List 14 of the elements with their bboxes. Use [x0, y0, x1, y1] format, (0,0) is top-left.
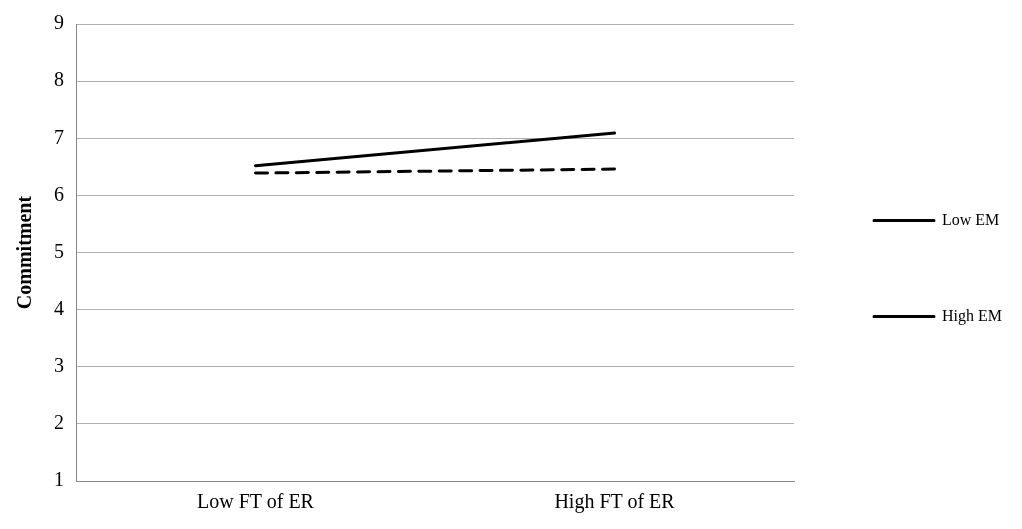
- legend-label: Low EM: [942, 210, 1000, 228]
- y-tick-label: 5: [54, 239, 64, 262]
- y-tick-label: 9: [54, 11, 64, 34]
- x-tick-label: Low FT of ER: [197, 490, 315, 513]
- y-tick-label: 1: [54, 468, 64, 491]
- x-tick-label: High FT of ER: [554, 490, 676, 514]
- y-tick-label: 7: [54, 125, 64, 148]
- legend-label: High EM: [942, 306, 1002, 325]
- y-tick-label: 3: [54, 354, 64, 376]
- y-axis-title: Commitment: [13, 195, 36, 310]
- y-tick-label: 8: [54, 68, 64, 91]
- y-tick-label: 2: [54, 411, 64, 434]
- y-tick-label: 4: [54, 296, 64, 319]
- y-tick-label: 6: [54, 182, 64, 205]
